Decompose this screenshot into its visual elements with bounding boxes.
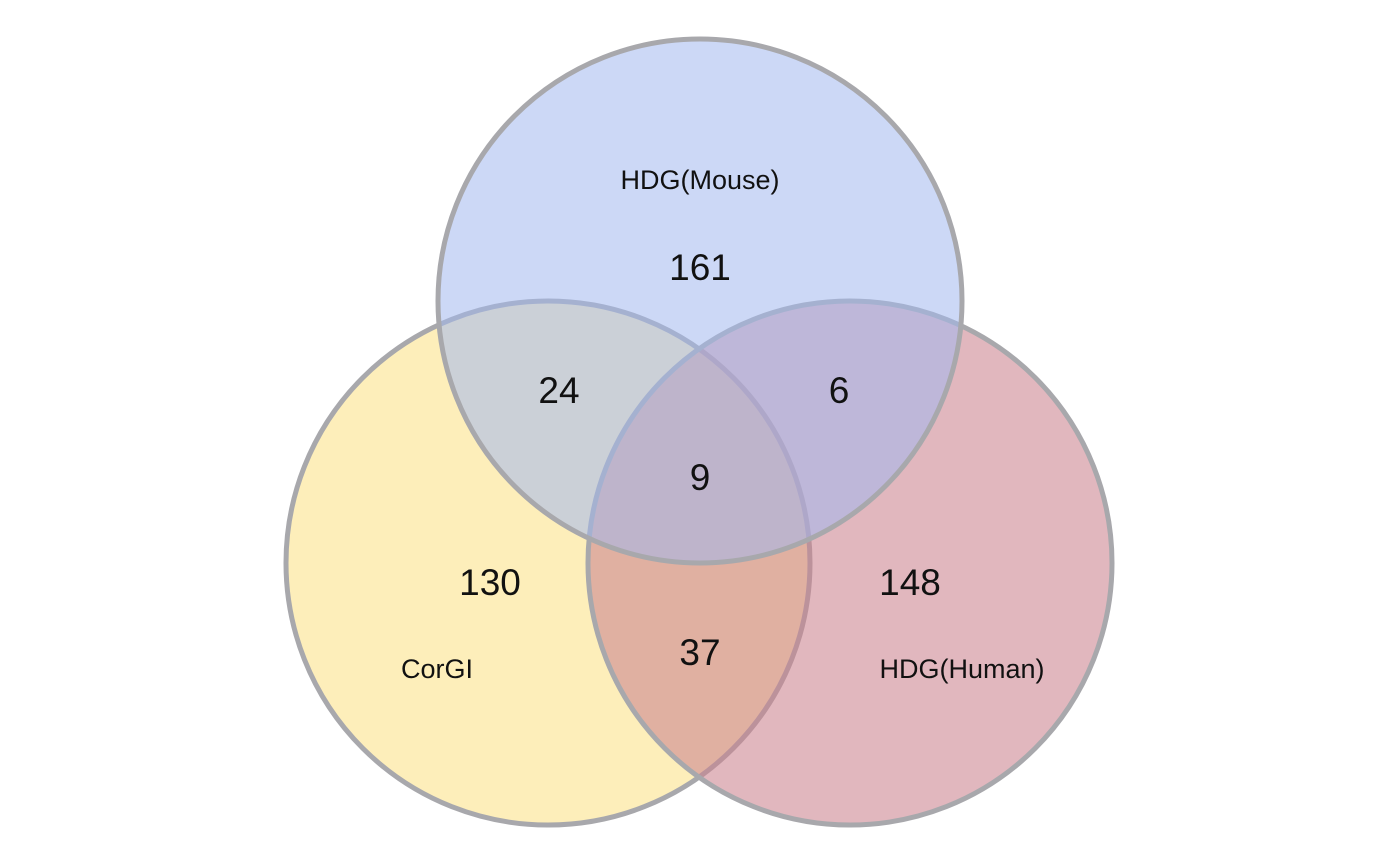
set-label-corgi: CorGI <box>401 654 473 684</box>
count-mouse-human: 6 <box>829 370 850 411</box>
set-label-human: HDG(Human) <box>879 654 1044 684</box>
count-mouse-corgi: 24 <box>538 370 579 411</box>
count-corgi-only: 130 <box>459 562 521 603</box>
count-mouse-only: 161 <box>669 247 731 288</box>
set-circle-mouse <box>435 36 965 566</box>
count-all-three: 9 <box>690 457 711 498</box>
set-label-mouse: HDG(Mouse) <box>620 165 779 195</box>
count-corgi-human: 37 <box>679 632 720 673</box>
count-human-only: 148 <box>879 562 941 603</box>
